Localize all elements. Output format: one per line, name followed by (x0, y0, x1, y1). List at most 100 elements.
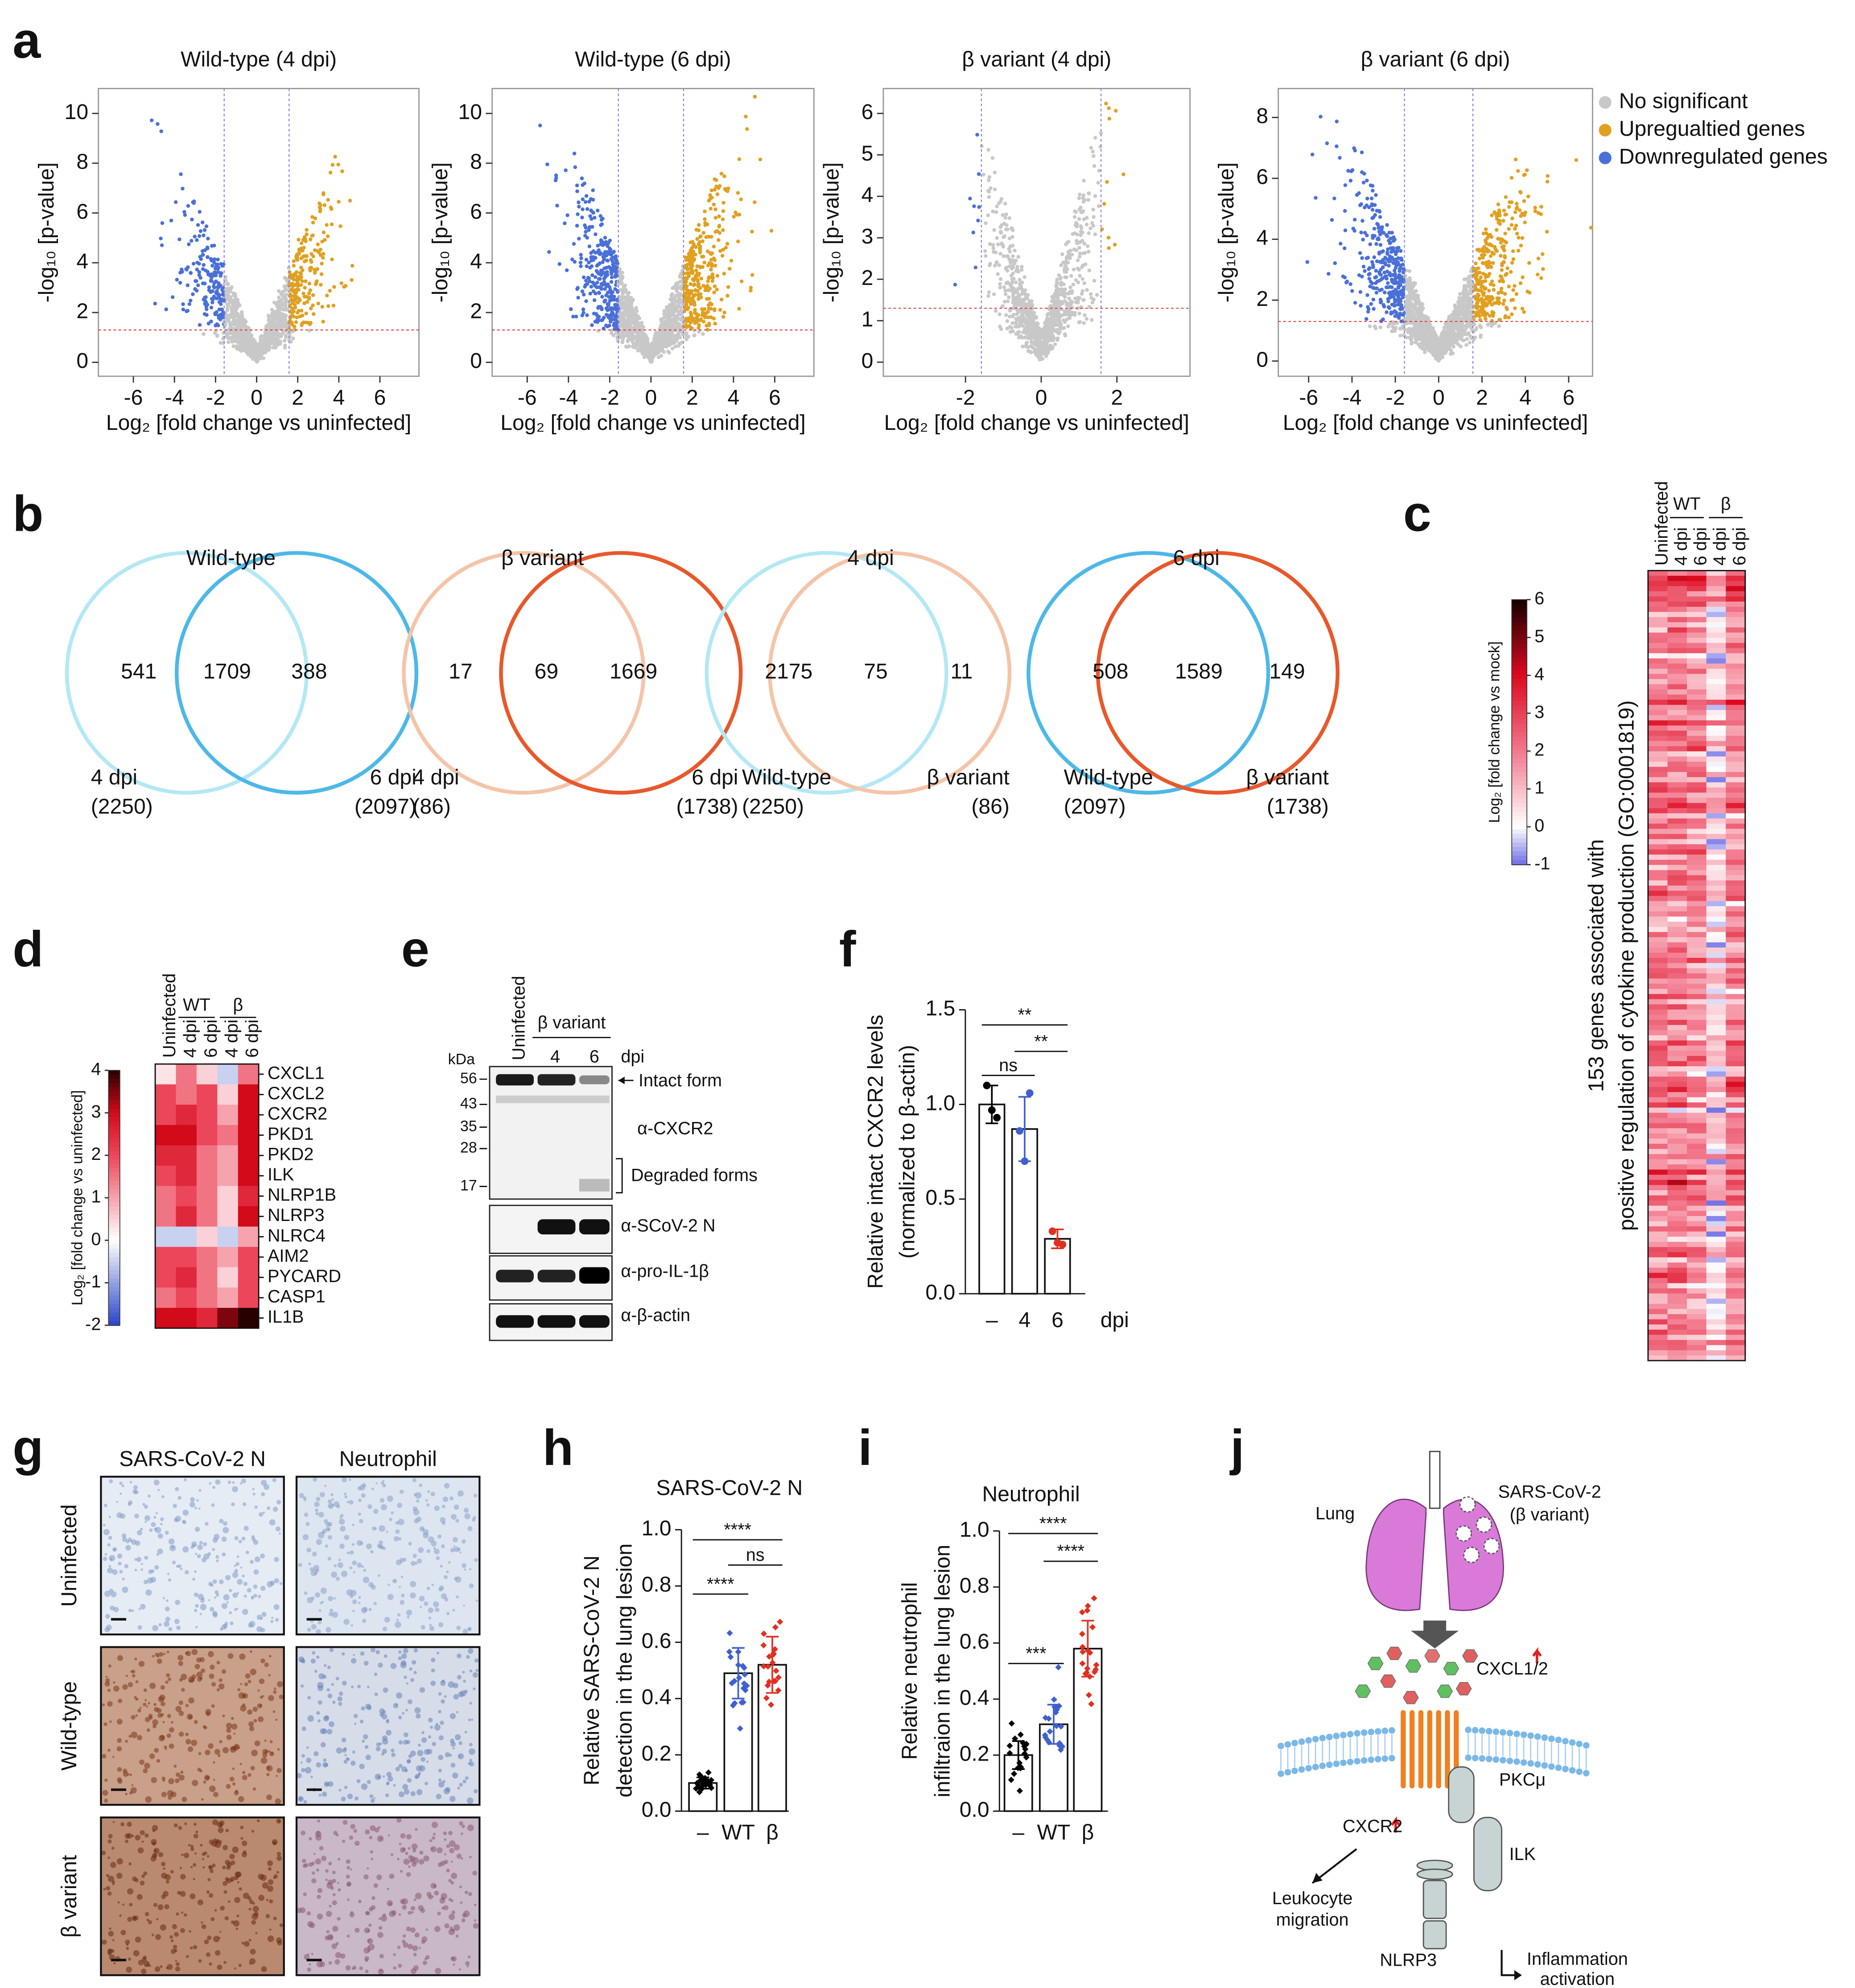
gene-point (621, 323, 625, 327)
gene-point (587, 225, 592, 229)
gene-point (330, 163, 335, 167)
gene-point (619, 316, 623, 320)
panel-label: d (12, 921, 43, 977)
gene-point (712, 244, 716, 249)
band (496, 1315, 534, 1328)
plot-title: β variant (4 dpi) (962, 47, 1111, 71)
gene-point (225, 332, 229, 336)
gene-point (994, 260, 998, 265)
gene-point (330, 257, 334, 261)
gene-point (230, 315, 234, 319)
gene-point (212, 281, 216, 285)
gene-point (1064, 312, 1068, 317)
gene-point (311, 220, 315, 225)
gene-point (198, 276, 202, 280)
gene-point (1495, 249, 1499, 253)
gene-point (553, 178, 558, 182)
gene-point (1499, 254, 1503, 258)
gene-point (648, 359, 652, 363)
gene-point (210, 297, 214, 301)
gene-point (634, 343, 639, 347)
gene-point (635, 340, 639, 344)
gene-point (206, 322, 211, 326)
gene-point (700, 255, 704, 259)
gene-point (307, 291, 311, 296)
gene-point (304, 239, 308, 243)
x-tick-label: -2 (206, 385, 225, 409)
gene-point (224, 317, 229, 321)
gene-point (1043, 335, 1047, 340)
gene-point (299, 283, 303, 287)
gene-point (215, 334, 219, 338)
x-tick-label: 0 (1035, 385, 1047, 409)
gene-point (196, 223, 200, 227)
gene-point (1004, 212, 1008, 216)
gene-point (588, 214, 592, 218)
gene-point (292, 298, 297, 302)
gene-point (230, 309, 234, 313)
gene-point (657, 332, 661, 336)
gene-point (1372, 255, 1377, 260)
gene-point (293, 288, 297, 292)
gene-point (268, 333, 272, 337)
gene-point (701, 265, 705, 269)
gene-point (237, 317, 241, 321)
gene-point (1034, 352, 1038, 356)
y-tick-label: 10 (65, 100, 89, 124)
gene-point (576, 296, 580, 300)
gene-point (592, 311, 596, 316)
gene-point (1003, 289, 1007, 293)
gene-point (988, 242, 992, 246)
gene-point (717, 214, 721, 219)
gene-point (696, 279, 700, 283)
gene-point (282, 284, 287, 289)
gene-point (296, 284, 300, 288)
gene-point (1043, 324, 1047, 328)
gene-point (584, 299, 588, 303)
gene-point (602, 282, 606, 287)
gene-point (276, 335, 280, 340)
gene-point (653, 346, 657, 350)
gene-point (1076, 266, 1080, 271)
up-arrow (1532, 1647, 1542, 1664)
gene-point (275, 324, 280, 329)
gene-point (597, 248, 601, 252)
gene-point (1016, 269, 1020, 274)
gene-point (597, 277, 601, 281)
gene-point (181, 307, 186, 312)
gene-point (1360, 256, 1364, 260)
gene-point (283, 346, 287, 350)
gene-point (273, 316, 277, 321)
gene-point (717, 184, 722, 188)
gene-point (310, 215, 314, 219)
gene-point (620, 304, 624, 308)
gene-point (722, 174, 726, 178)
gene-point (1502, 208, 1506, 213)
gene-point (670, 299, 674, 303)
gene-point (233, 309, 237, 313)
gene-point (643, 354, 647, 358)
gene-point (300, 323, 304, 327)
gene-point (343, 284, 348, 288)
x-tick-label: 4 (728, 385, 740, 409)
gene-point (1011, 254, 1015, 258)
y-tick-label: 8 (76, 150, 88, 174)
gene-point (221, 262, 226, 266)
gene-point (662, 316, 666, 320)
band (537, 1270, 576, 1283)
panel-label: a (12, 12, 41, 68)
gene-point (1005, 223, 1009, 227)
gene-point (279, 326, 283, 330)
gene-point (587, 260, 591, 265)
virion (1455, 1525, 1472, 1542)
gene-point (321, 256, 325, 260)
plot-title: Wild-type (4 dpi) (181, 47, 337, 71)
gene-point (724, 246, 728, 250)
gene-point (1541, 252, 1545, 256)
gene-point (1418, 300, 1422, 304)
gene-point (721, 228, 725, 232)
gene-point (1407, 269, 1411, 273)
gene-point (595, 320, 600, 324)
gene-point (1076, 280, 1080, 285)
